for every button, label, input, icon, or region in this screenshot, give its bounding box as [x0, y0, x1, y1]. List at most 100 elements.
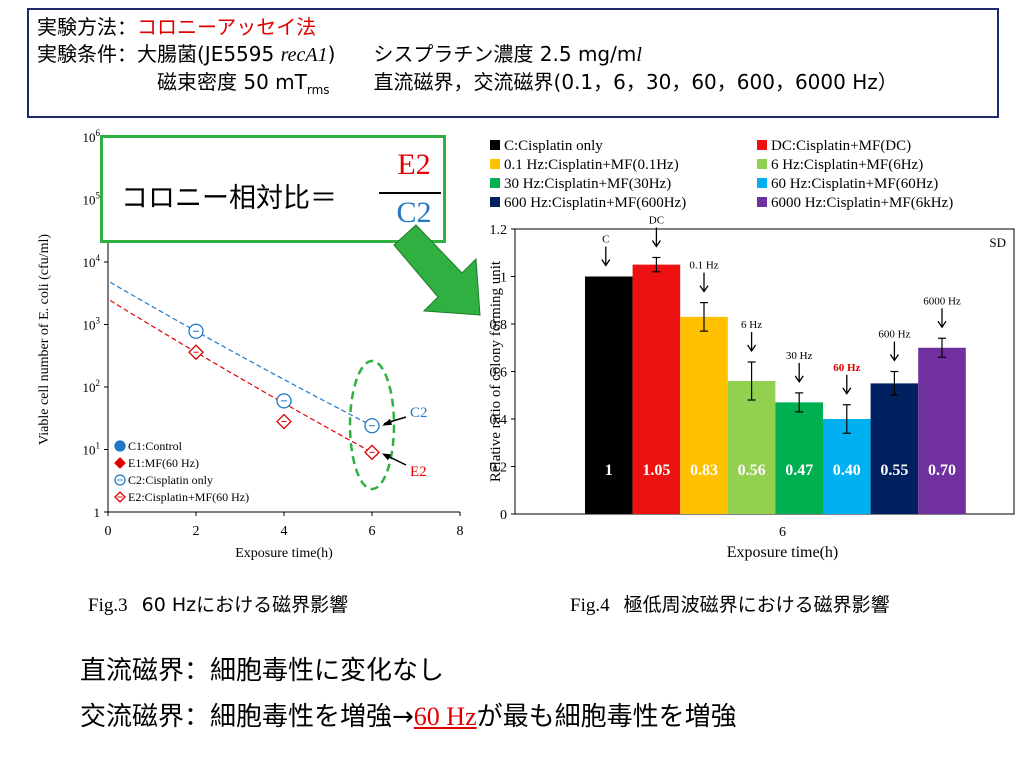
- conditions-line: 実験条件：大腸菌(JE5595 recA1) シスプラチン濃度 2.5 mg/ml: [37, 42, 642, 67]
- bar: [870, 383, 919, 514]
- y-tick-label: 103: [83, 316, 101, 333]
- legend-swatch: [757, 178, 767, 188]
- label-arrowhead: [699, 285, 709, 293]
- legend-entry: C2:Cisplatin only: [128, 473, 213, 487]
- bar: [632, 264, 681, 514]
- bar-value-label: 0.56: [738, 462, 766, 479]
- bar-category-label: 30 Hz: [786, 350, 813, 362]
- conclusion-line-1: 直流磁界：細胞毒性に変化なし: [80, 656, 445, 686]
- bar-category-label: 6000 Hz: [923, 295, 961, 307]
- label-arrowhead: [794, 375, 804, 384]
- fig4-caption-text: 極低周波磁界における磁界影響: [623, 594, 890, 616]
- bar-category-label: 0.1 Hz: [689, 260, 718, 272]
- fig3-caption-text: 60 Hzにおける磁界影響: [141, 594, 349, 616]
- legend-entry: 6000 Hz:Cisplatin+MF(6kHz): [771, 195, 953, 211]
- y-tick-label: 0: [500, 508, 507, 523]
- legend-entry: 6 Hz:Cisplatin+MF(6Hz): [771, 157, 923, 173]
- cisplatin-conc: シスプラチン濃度 2.5 mg/m: [373, 42, 637, 66]
- field-types: 直流磁界，交流磁界(0.1，6，30，60，600，6000 Hz）: [373, 70, 898, 94]
- legend-entry: 0.1 Hz:Cisplatin+MF(0.1Hz): [504, 157, 679, 173]
- method-box: 実験方法：コロニーアッセイ法 実験条件：大腸菌(JE5595 recA1) シスプ…: [27, 8, 999, 118]
- bar: [918, 347, 966, 514]
- y-tick-label: 1: [500, 271, 507, 286]
- y-tick-label: 101: [83, 441, 101, 458]
- bar-value-label: 1: [605, 462, 613, 479]
- legend-swatch: [757, 197, 767, 207]
- fig3-caption: Fig.3 60 Hzにおける磁界影響: [88, 590, 348, 617]
- ratio-label: コロニー相対比＝: [121, 183, 337, 214]
- x-tick-label: 6: [369, 524, 376, 539]
- x-axis-label: Exposure time(h): [727, 544, 839, 561]
- corner-label: SD: [989, 235, 1006, 250]
- label-arrowhead: [889, 354, 899, 362]
- label-arrowhead: [747, 344, 757, 353]
- x-tick-label: 0: [105, 524, 112, 539]
- legend-entry: C:Cisplatin only: [504, 138, 603, 154]
- legend-entry: C1:Control: [128, 439, 183, 453]
- fraction-bar: [379, 192, 441, 194]
- x-tick-label: 6: [779, 525, 786, 540]
- method-line: 実験方法：コロニーアッセイ法: [37, 15, 316, 39]
- legend-swatch: [490, 159, 500, 169]
- y-tick-label: 1: [94, 505, 101, 520]
- unit-l: l: [636, 44, 642, 66]
- rms-sub: rms: [306, 83, 330, 97]
- bar-category-label: 600 Hz: [878, 329, 910, 341]
- y-axis-label: Relative ratio of colony forming unit: [488, 260, 504, 482]
- conclusion-line-2-prefix: 交流磁界：細胞毒性を増強→: [80, 702, 414, 732]
- c2-annotation: C2: [410, 405, 428, 421]
- green-arrow-icon: [393, 224, 481, 316]
- label-arrowhead: [651, 240, 661, 248]
- legend-entry: 30 Hz:Cisplatin+MF(30Hz): [504, 176, 671, 192]
- x-tick-label: 4: [281, 524, 288, 539]
- bar-category-label: 60 Hz: [833, 362, 860, 374]
- y-tick-label: 1.2: [490, 223, 508, 238]
- x-tick-label: 8: [457, 524, 464, 539]
- bar-category-label: DC: [649, 215, 664, 227]
- organism: 大腸菌(JE5595: [137, 42, 281, 66]
- x-tick-label: 2: [193, 524, 200, 539]
- bar: [680, 316, 728, 514]
- y-axis-label: Viable cell number of E. coli (cfu/ml): [37, 234, 52, 445]
- bar: [727, 381, 776, 514]
- y-tick-label: 105: [83, 191, 101, 208]
- c2-arrowhead: [382, 418, 392, 426]
- legend-entry: 60 Hz:Cisplatin+MF(60Hz): [771, 176, 938, 192]
- y-tick-label: 104: [83, 253, 101, 270]
- bar-value-label: 0.47: [785, 462, 813, 479]
- legend-swatch: [490, 197, 500, 207]
- legend-swatch: [757, 140, 767, 150]
- fig4-caption-prefix: Fig.4: [570, 595, 610, 616]
- y-tick-label: 106: [83, 128, 101, 145]
- ratio-box: コロニー相対比＝ E2 C2: [100, 135, 446, 243]
- method-value: コロニーアッセイ法: [137, 15, 317, 39]
- density-line: 磁束密度 50 mTrms 直流磁界，交流磁界(0.1，6，30，60，600，6…: [157, 70, 898, 102]
- fit-curve: [109, 299, 379, 457]
- label-arrowhead: [601, 259, 611, 267]
- fig4-caption: Fig.4 極低周波磁界における磁界影響: [570, 590, 890, 617]
- data-point: [114, 440, 126, 452]
- bar: [775, 402, 823, 514]
- legend-swatch: [757, 159, 767, 169]
- y-tick-label: 0.8: [490, 318, 508, 333]
- organism-close: ): [327, 42, 336, 66]
- conditions-label: 実験条件：: [37, 42, 137, 66]
- legend-entry: E1:MF(60 Hz): [128, 456, 199, 470]
- bar-value-label: 0.70: [928, 462, 956, 479]
- label-arrowhead: [842, 387, 852, 395]
- highlight-ellipse: [348, 359, 396, 491]
- conclusion-line-2: 交流磁界：細胞毒性を増強→60 Hzが最も細胞毒性を増強: [80, 696, 737, 733]
- legend-entry: DC:Cisplatin+MF(DC): [771, 138, 911, 154]
- conclusion-highlight: 60 Hz: [413, 702, 477, 731]
- legend-swatch: [490, 178, 500, 188]
- fig3-caption-prefix: Fig.3: [88, 595, 128, 616]
- bar-value-label: 1.05: [642, 462, 670, 479]
- strain: recA1: [280, 44, 328, 66]
- data-point: [114, 457, 126, 469]
- method-label: 実験方法：: [37, 15, 137, 39]
- flux-density: 磁束密度 50 mT: [157, 70, 307, 94]
- y-tick-label: 0.6: [490, 366, 508, 381]
- conclusion-line-2-suffix: が最も細胞毒性を増強: [476, 702, 737, 732]
- y-tick-label: 0.4: [490, 413, 508, 428]
- e2-annotation: E2: [410, 464, 427, 480]
